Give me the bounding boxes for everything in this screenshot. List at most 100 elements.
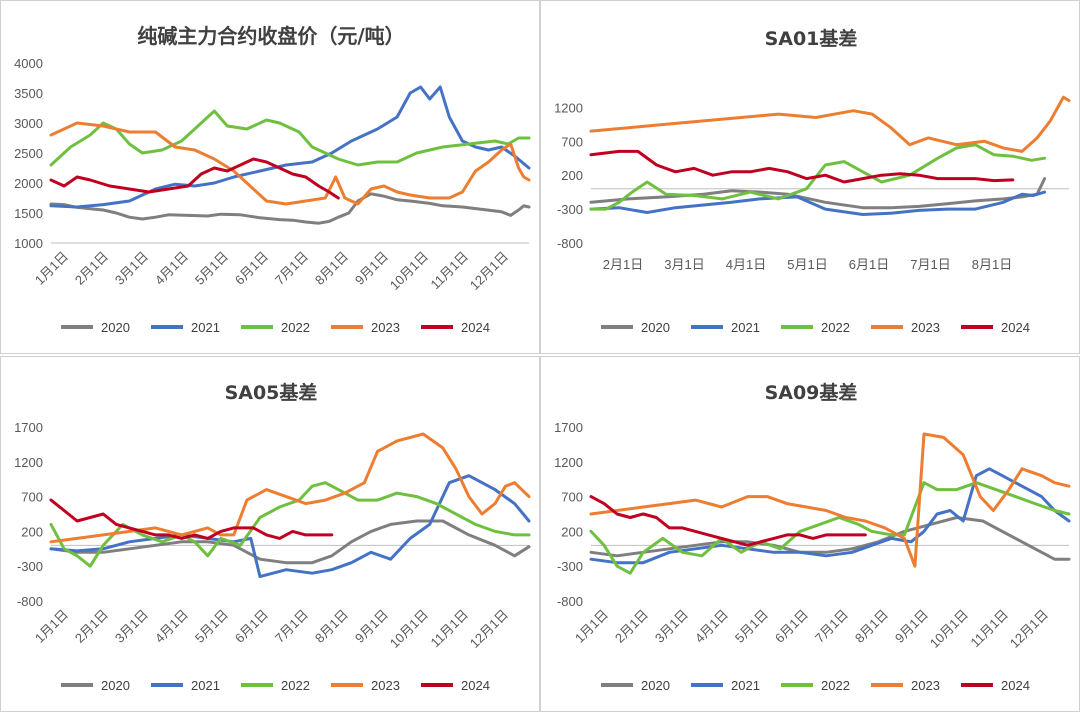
series-line-2023 — [589, 432, 1071, 568]
series-line-2022 — [589, 143, 1047, 211]
chart-title: SA05基差 — [225, 381, 318, 404]
y-tick-label: 700 — [21, 490, 43, 505]
y-tick-label: 700 — [561, 490, 583, 505]
x-tick-label: 11月1日 — [967, 607, 1011, 651]
y-tick-label: 1700 — [14, 420, 43, 435]
x-tick-label: 8月1日 — [312, 607, 351, 646]
x-tick-label: 9月1日 — [352, 249, 391, 288]
y-tick-label: 2000 — [14, 176, 43, 191]
x-tick-label: 3月1日 — [664, 257, 704, 272]
legend-label-2024: 2024 — [461, 678, 490, 693]
legend-label-2022: 2022 — [281, 678, 310, 693]
x-tick-label: 10月1日 — [387, 249, 431, 293]
series-line-2022 — [49, 109, 531, 167]
x-tick-label: 5月1日 — [192, 607, 231, 646]
series-line-2020 — [49, 192, 531, 225]
x-tick-label: 11月1日 — [427, 607, 471, 651]
x-tick-label: 4月1日 — [692, 607, 731, 646]
series-line-2024 — [589, 149, 1015, 184]
legend-label-2023: 2023 — [371, 320, 400, 335]
x-tick-label: 8月1日 — [312, 249, 351, 288]
series-line-2020 — [589, 177, 1047, 210]
y-tick-label: 4000 — [14, 56, 43, 71]
x-tick-label: 3月1日 — [652, 607, 691, 646]
y-tick-label: 1200 — [554, 455, 583, 470]
legend-label-2024: 2024 — [461, 320, 490, 335]
chart-title: SA09基差 — [765, 381, 858, 404]
legend-label-2022: 2022 — [821, 678, 850, 693]
series-line-2023 — [589, 95, 1071, 153]
x-tick-label: 4月1日 — [726, 257, 766, 272]
x-tick-label: 8月1日 — [852, 607, 891, 646]
x-tick-label: 12月1日 — [467, 607, 511, 651]
series-line-2023 — [49, 121, 531, 206]
series-line-2021 — [49, 474, 531, 579]
y-tick-label: 200 — [21, 524, 43, 539]
series-line-2024 — [49, 157, 340, 200]
chart-title: SA01基差 — [765, 27, 858, 50]
x-tick-label: 7月1日 — [812, 607, 851, 646]
x-tick-label: 6月1日 — [232, 249, 271, 288]
y-tick-label: 700 — [561, 134, 583, 149]
chart-panel-price: 纯碱主力合约收盘价（元/吨） 4000 3500 3000 2500 2000 1500 10… — [0, 0, 540, 354]
x-tick-label: 9月1日 — [892, 607, 931, 646]
y-tick-label: 1700 — [554, 420, 583, 435]
x-tick-label: 3月1日 — [112, 607, 151, 646]
series-line-2020 — [589, 516, 1071, 561]
chart-svg-1: SA01基差 1200 700 200 -300 -800 2月1日 3月1日 4月1日 5月1日… — [554, 27, 1071, 335]
x-tick-label: 4月1日 — [152, 607, 191, 646]
y-tick-label: -800 — [557, 236, 583, 251]
series-line-2023 — [49, 432, 531, 544]
chart-svg-0: 纯碱主力合约收盘价（元/吨） 4000 3500 3000 2500 2000 1500 10… — [14, 24, 531, 335]
x-tick-label: 4月1日 — [152, 249, 191, 288]
x-tick-label: 1月1日 — [32, 249, 71, 288]
legend-label-2023: 2023 — [371, 678, 400, 693]
x-tick-label: 5月1日 — [732, 607, 771, 646]
x-tick-label: 10月1日 — [927, 607, 971, 651]
series-line-2022 — [589, 481, 1071, 575]
x-tick-label: 7月1日 — [272, 249, 311, 288]
y-tick-label: 200 — [561, 168, 583, 183]
y-tick-label: 1500 — [14, 206, 43, 221]
x-tick-label: 6月1日 — [772, 607, 811, 646]
y-tick-label: -800 — [17, 594, 43, 609]
x-tick-label: 1月1日 — [572, 607, 611, 646]
series-line-2022 — [49, 481, 531, 568]
legend-label-2023: 2023 — [911, 678, 940, 693]
legend-label-2024: 2024 — [1001, 320, 1030, 335]
y-tick-label: -300 — [557, 559, 583, 574]
x-tick-label: 12月1日 — [467, 249, 511, 293]
x-tick-label: 5月1日 — [787, 257, 827, 272]
legend-label-2024: 2024 — [1001, 678, 1030, 693]
legend-label-2021: 2021 — [191, 678, 220, 693]
x-tick-label: 7月1日 — [910, 257, 950, 272]
legend-label-2021: 2021 — [191, 320, 220, 335]
x-tick-label: 5月1日 — [192, 249, 231, 288]
series-line-2024 — [589, 495, 867, 547]
y-tick-label: -300 — [17, 559, 43, 574]
x-tick-label: 6月1日 — [849, 257, 889, 272]
x-tick-label: 11月1日 — [427, 249, 471, 293]
legend-label-2020: 2020 — [101, 320, 130, 335]
legend-label-2021: 2021 — [731, 320, 760, 335]
legend-label-2020: 2020 — [641, 678, 670, 693]
legend-label-2022: 2022 — [821, 320, 850, 335]
x-tick-label: 2月1日 — [72, 607, 111, 646]
series-line-2021 — [589, 190, 1047, 216]
x-tick-label: 1月1日 — [32, 607, 71, 646]
y-tick-label: 2500 — [14, 146, 43, 161]
chart-title: 纯碱主力合约收盘价（元/吨） — [137, 24, 404, 48]
y-tick-label: 3500 — [14, 86, 43, 101]
x-tick-label: 8月1日 — [972, 257, 1012, 272]
series-line-2020 — [49, 519, 531, 565]
chart-panel-sa05: SA05基差 1700 1200 700 200 -300 -800 1月1日 2月1日 3月1日… — [0, 356, 540, 712]
y-tick-label: 1000 — [14, 236, 43, 251]
x-tick-label: 2月1日 — [612, 607, 651, 646]
y-tick-label: 3000 — [14, 116, 43, 131]
chart-panel-sa01: SA01基差 1200 700 200 -300 -800 2月1日 3月1日 4月1日 5月1日… — [540, 0, 1080, 354]
legend-label-2022: 2022 — [281, 320, 310, 335]
legend-label-2020: 2020 — [641, 320, 670, 335]
y-tick-label: 200 — [561, 524, 583, 539]
